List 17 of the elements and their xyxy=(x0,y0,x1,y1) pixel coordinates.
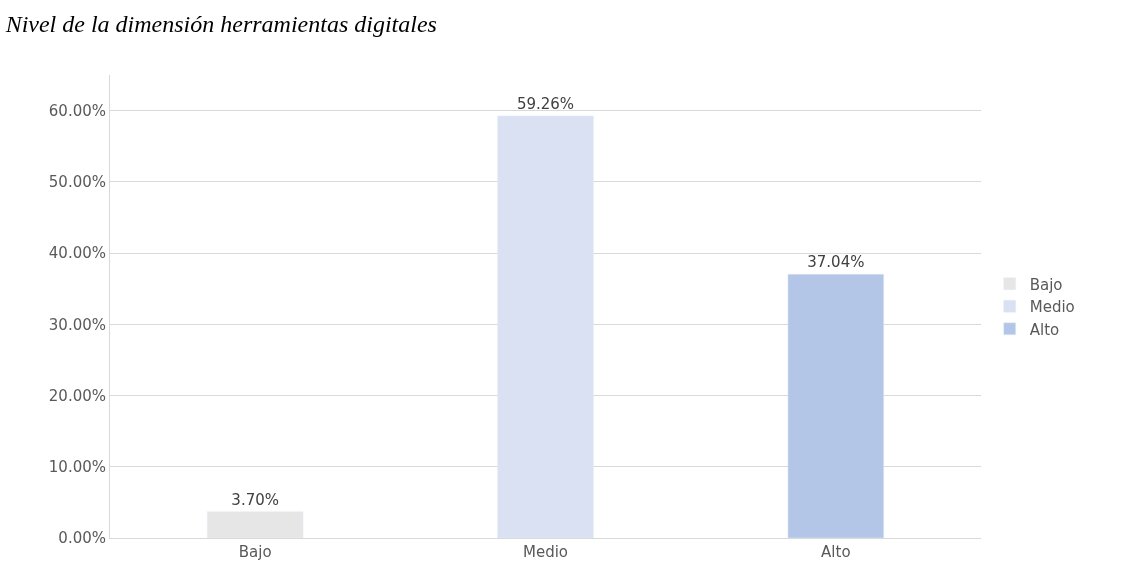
y-tick-label: 10.00% xyxy=(48,458,106,477)
legend-label: Bajo xyxy=(1029,275,1063,294)
y-tick-label: 0.00% xyxy=(58,529,106,548)
x-tick-label: Bajo xyxy=(238,543,272,561)
legend-label: Medio xyxy=(1029,298,1075,317)
y-tick-label: 40.00% xyxy=(48,244,106,263)
chart-title: Nivel de la dimensión herramientas digitales xyxy=(4,10,437,37)
y-tick-label: 30.00% xyxy=(48,315,106,334)
x-tick-label: Alto xyxy=(821,543,851,561)
y-tick-label: 60.00% xyxy=(48,101,106,120)
y-tick-label: 50.00% xyxy=(48,173,106,192)
x-tick-label: Medio xyxy=(522,543,569,561)
data-label: 37.04% xyxy=(807,253,865,272)
legend-label: Alto xyxy=(1029,320,1060,339)
y-tick-label: 20.00% xyxy=(48,386,106,405)
data-label: 59.26% xyxy=(516,94,575,113)
data-label: 3.70% xyxy=(231,490,279,509)
